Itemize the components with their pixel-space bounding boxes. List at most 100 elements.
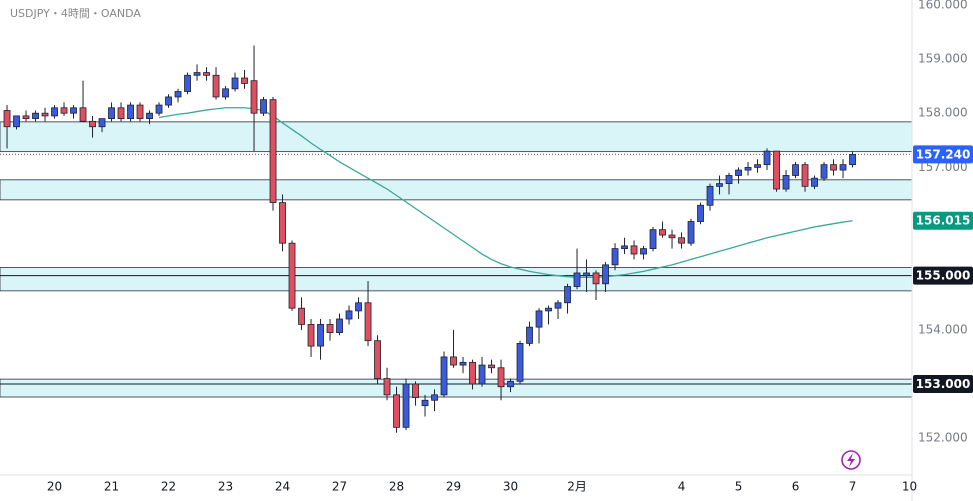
x-tick-label: 4 bbox=[678, 480, 686, 494]
candle-body bbox=[678, 237, 685, 244]
candle-body bbox=[830, 164, 837, 171]
candle-body bbox=[706, 185, 714, 206]
x-tick-label: 7 bbox=[849, 480, 857, 494]
candle-body bbox=[554, 302, 562, 309]
y-tick-label: 160.000 bbox=[918, 0, 968, 11]
indicator-icon[interactable] bbox=[841, 450, 861, 470]
x-tick-label: 5 bbox=[735, 480, 743, 494]
candle-body bbox=[345, 310, 353, 320]
candle-body bbox=[222, 88, 229, 98]
candle-body bbox=[507, 380, 514, 388]
candle-body bbox=[583, 272, 590, 277]
candle-body bbox=[811, 177, 818, 187]
candle-body bbox=[782, 175, 790, 190]
x-tick-label: 21 bbox=[104, 480, 119, 494]
candle-body bbox=[383, 378, 391, 396]
candle-body bbox=[241, 77, 248, 84]
candle-body bbox=[773, 150, 780, 190]
candle-body bbox=[602, 264, 609, 285]
x-tick-label: 2月 bbox=[567, 480, 587, 494]
candle-body bbox=[744, 166, 752, 171]
candle-body bbox=[611, 248, 619, 266]
candle-body bbox=[288, 242, 296, 309]
candle-body bbox=[374, 340, 381, 379]
candle-body bbox=[336, 318, 343, 333]
candle-body bbox=[478, 364, 486, 385]
y-tick-label: 154.000 bbox=[918, 322, 968, 336]
x-tick-label: 27 bbox=[332, 480, 347, 494]
candle-body bbox=[421, 399, 429, 407]
zone bbox=[0, 121, 913, 153]
candle-body bbox=[13, 115, 20, 128]
candle-body bbox=[32, 112, 39, 120]
candle-body bbox=[849, 153, 856, 166]
candle-body bbox=[60, 107, 68, 114]
x-tick-label: 6 bbox=[792, 480, 800, 494]
candle-body bbox=[146, 112, 153, 120]
price-badge-label: 156.015 bbox=[916, 214, 971, 228]
candle-body bbox=[735, 169, 742, 176]
candle-body bbox=[3, 110, 11, 128]
candle-body bbox=[716, 183, 723, 187]
candle-body bbox=[298, 307, 305, 325]
candle-body bbox=[450, 356, 457, 366]
candle-body bbox=[763, 150, 771, 166]
candle-body bbox=[364, 302, 372, 342]
candle-body bbox=[279, 202, 286, 244]
candle-body bbox=[820, 164, 828, 179]
candle-body bbox=[155, 104, 163, 114]
candle-body bbox=[269, 99, 277, 203]
candle-body bbox=[193, 72, 201, 76]
candle-body bbox=[41, 112, 49, 117]
x-tick-label: 28 bbox=[389, 480, 404, 494]
candle-body bbox=[117, 107, 125, 120]
candle-body bbox=[526, 326, 533, 344]
price-badge-label: 153.000 bbox=[916, 377, 971, 391]
candle-body bbox=[488, 364, 495, 369]
candle-body bbox=[136, 104, 144, 120]
candle-body bbox=[630, 245, 638, 255]
candle-body bbox=[317, 324, 324, 347]
candle-body bbox=[649, 229, 657, 250]
candle-body bbox=[89, 120, 96, 128]
x-tick-label: 20 bbox=[47, 480, 62, 494]
candle-body bbox=[564, 286, 571, 304]
candle-body bbox=[725, 175, 733, 185]
candle-body bbox=[79, 107, 87, 122]
candle-body bbox=[108, 107, 115, 120]
candle-body bbox=[412, 383, 419, 398]
candle-body bbox=[184, 74, 191, 92]
candle-body bbox=[640, 248, 647, 255]
candle-body bbox=[174, 91, 182, 98]
candle-body bbox=[497, 367, 505, 388]
price-badge bbox=[913, 375, 973, 394]
candle-body bbox=[668, 234, 676, 239]
candle-body bbox=[402, 383, 410, 428]
x-tick-label: 29 bbox=[446, 480, 461, 494]
zone bbox=[0, 267, 913, 292]
y-tick-label: 159.000 bbox=[918, 52, 968, 66]
candle-body bbox=[231, 77, 239, 90]
price-badge bbox=[913, 266, 973, 285]
candle-body bbox=[355, 302, 362, 312]
candle-body bbox=[326, 324, 334, 333]
candle-body bbox=[440, 356, 448, 396]
x-tick-label: 24 bbox=[275, 480, 290, 494]
candle-body bbox=[165, 96, 172, 106]
candle-body bbox=[203, 72, 210, 76]
candle-body bbox=[127, 104, 134, 120]
candle-body bbox=[754, 164, 761, 168]
candle-body bbox=[212, 74, 220, 98]
candle-body bbox=[51, 107, 58, 117]
candle-body bbox=[792, 164, 799, 176]
candle-body bbox=[535, 310, 543, 328]
zone bbox=[0, 378, 913, 398]
candle-body bbox=[393, 394, 400, 428]
x-tick-label: 10 bbox=[902, 480, 917, 494]
candle-body bbox=[573, 272, 581, 287]
candle-body bbox=[687, 221, 695, 244]
candle-body bbox=[697, 204, 704, 222]
candle-body bbox=[260, 99, 267, 114]
price-badge-label: 157.240 bbox=[916, 147, 971, 161]
candle-body bbox=[801, 164, 809, 187]
